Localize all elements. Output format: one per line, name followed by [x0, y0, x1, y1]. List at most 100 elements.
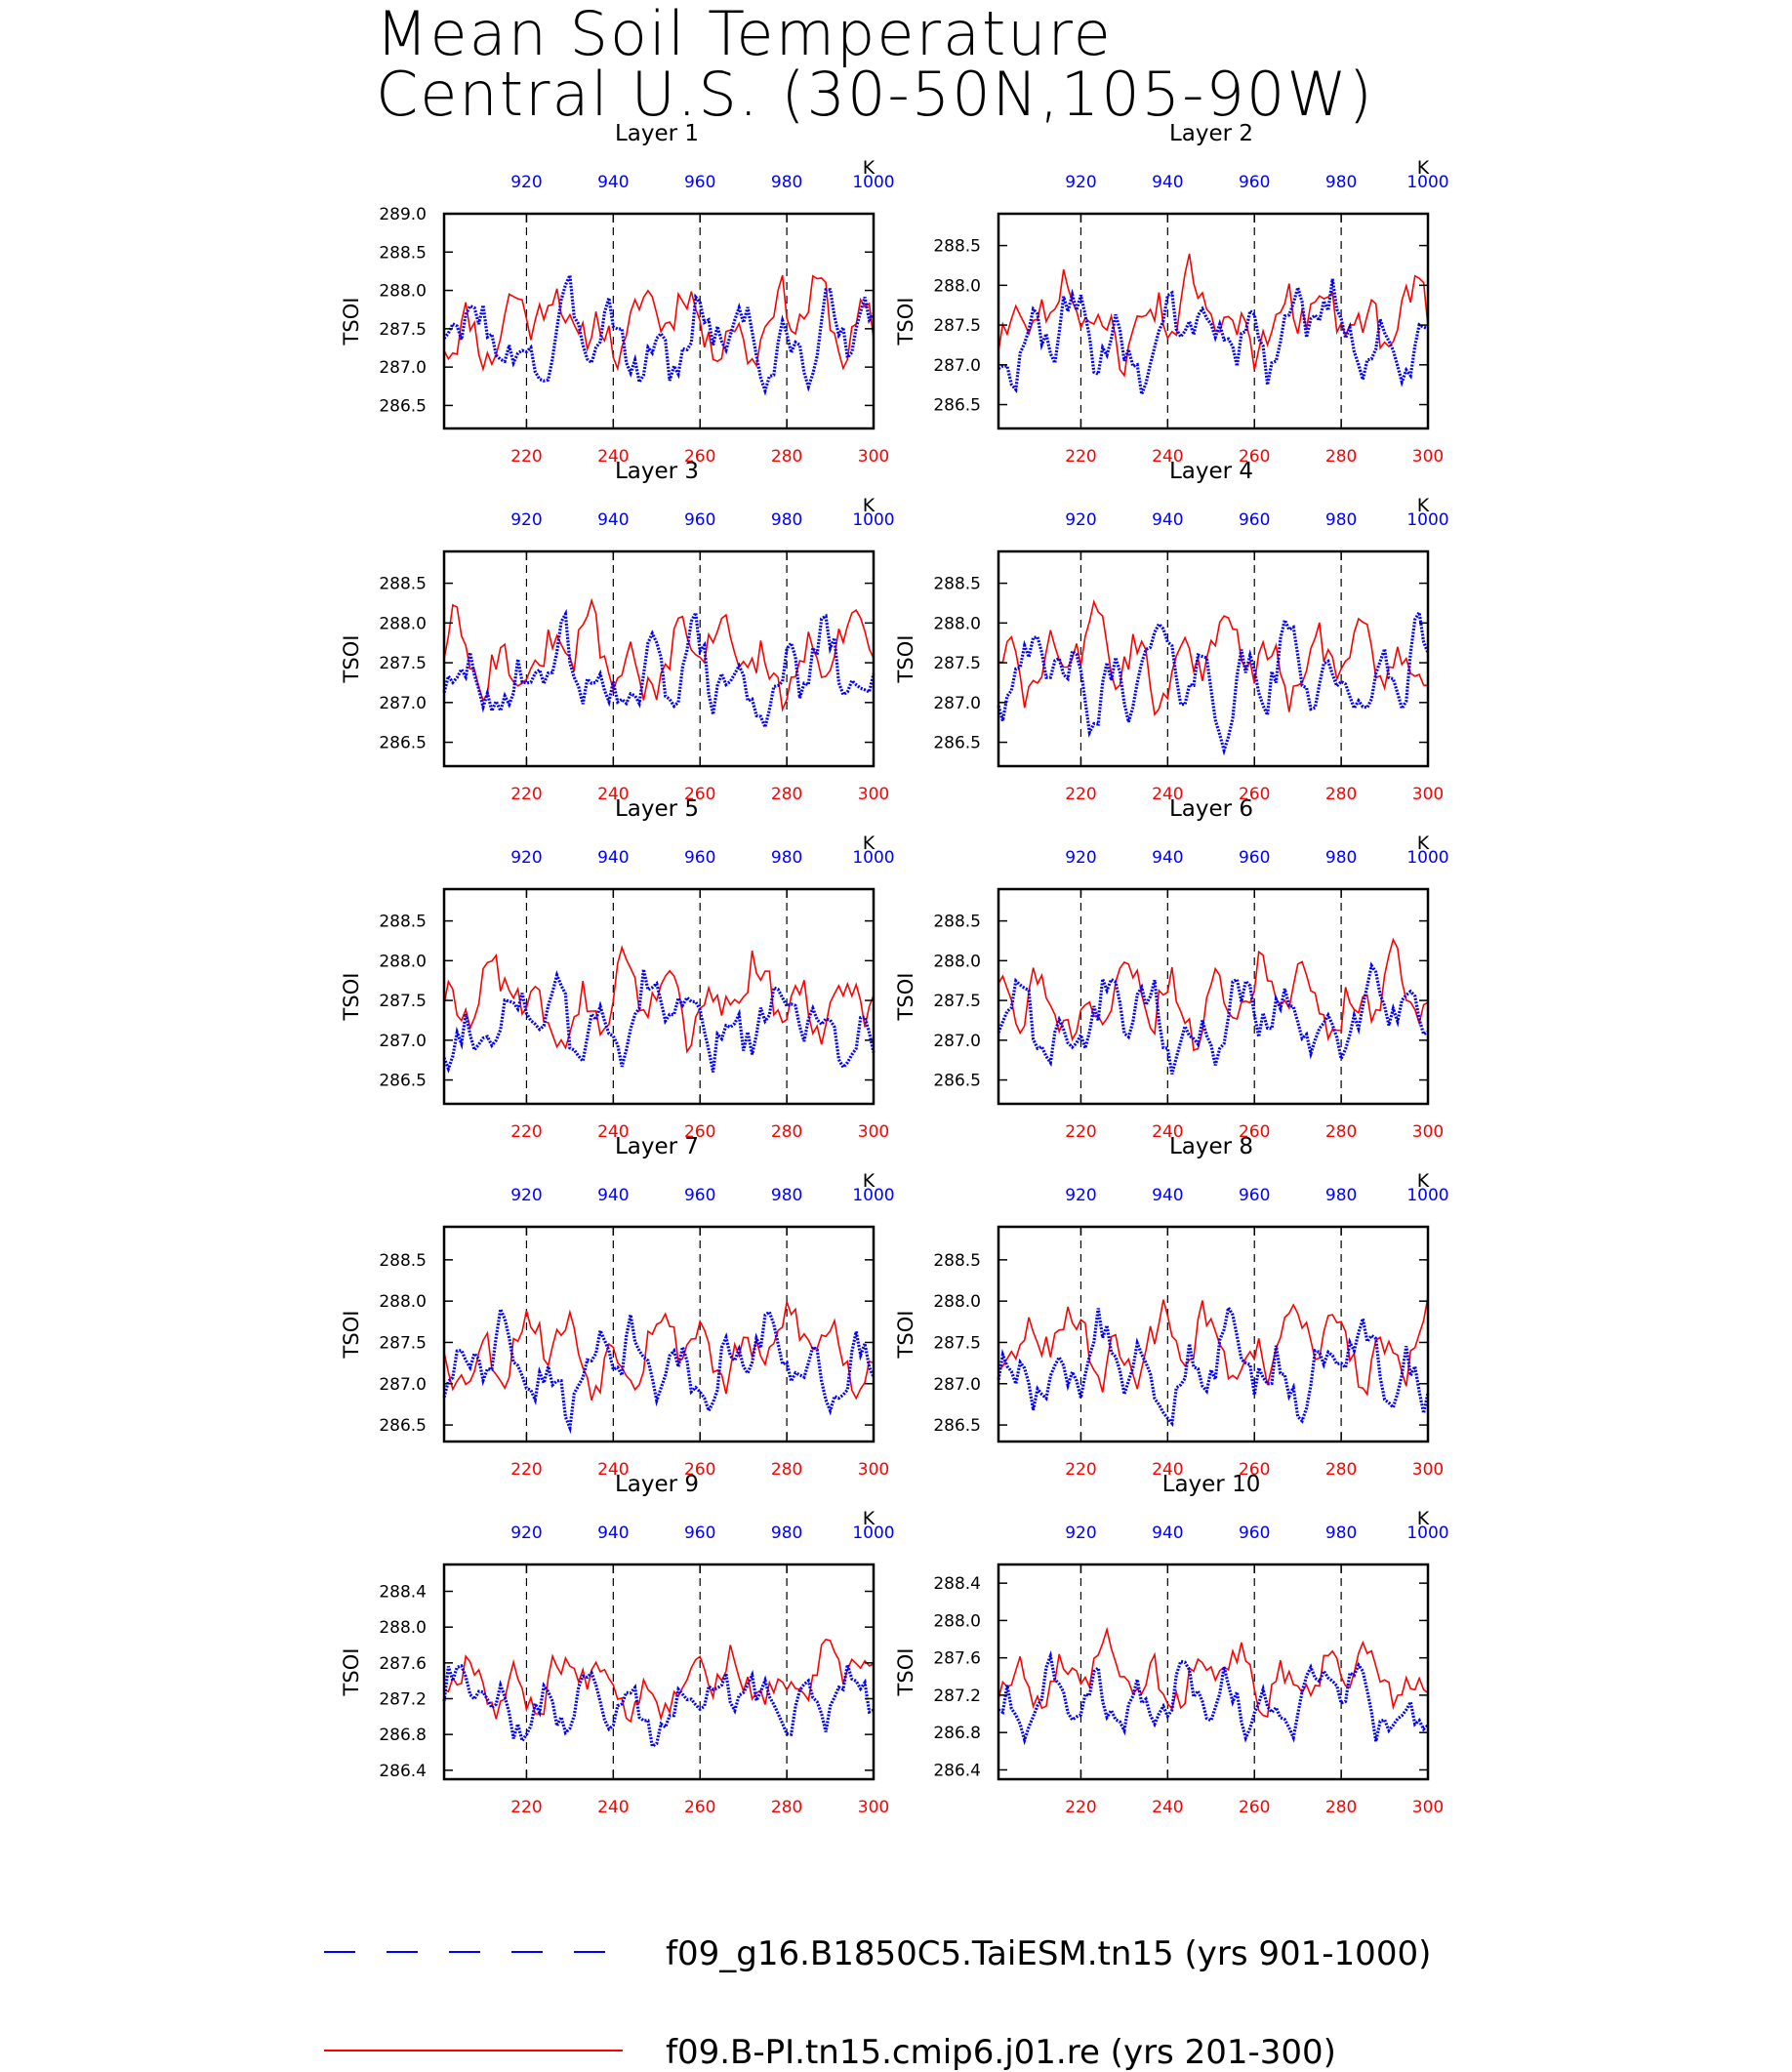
panel-10-ytick-label: 286.8: [933, 1724, 981, 1743]
panel-2-xtick-top-label: 1000: [1406, 173, 1448, 192]
panel-9-ytick-label: 288.4: [379, 1583, 427, 1603]
panel-1-xtick-top-label: 1000: [852, 173, 894, 192]
panel-7-xtick-top-label: 940: [597, 1186, 629, 1205]
panel-5-red-series-line: [443, 945, 875, 1054]
panel-5-ytick-label: 286.5: [379, 1072, 427, 1091]
panel-1-xtick-bottom-label: 240: [597, 447, 629, 467]
panel-5-ytick-label: 287.5: [379, 992, 427, 1011]
panel-9-xtick-top-label: 980: [771, 1524, 802, 1543]
panel-4-ytick-label: 287.5: [933, 654, 981, 673]
panel-5-unit-label: K: [863, 833, 876, 854]
panel-6-ylabel: TSOI: [894, 973, 917, 1022]
panel-1-xtick-bottom-label: 220: [510, 447, 542, 467]
chart-title-line-1: Mean Soil Temperature: [376, 0, 1113, 69]
panel-10-blue-series-line: [998, 1649, 1430, 1746]
panel-4-xtick-bottom-label: 240: [1152, 785, 1183, 804]
panel-3-ytick-label: 288.0: [379, 614, 427, 633]
panel-2-ytick-label: 287.5: [933, 316, 981, 336]
panel-1-ytick-label: 288.0: [379, 282, 427, 302]
legend-red-line-sample: [324, 2050, 623, 2052]
panel-9-red-series-line: [443, 1638, 875, 1724]
panel-4-xtick-top-label: 940: [1152, 510, 1183, 530]
panel-6-frame: [997, 887, 1430, 1106]
panel-10-xtick-top-label: 960: [1239, 1524, 1270, 1543]
panel-1-frame: [442, 212, 876, 430]
chart-title-line-2: Central U.S. (30-50N,105-90W): [376, 59, 1374, 130]
panel-5-xtick-bottom-label: 220: [510, 1122, 542, 1142]
panel-10-xtick-top-label: 940: [1152, 1524, 1183, 1543]
panel-7-xtick-top-label: 920: [510, 1186, 542, 1205]
panel-9-title: Layer 9: [615, 1472, 699, 1497]
panel-8-xtick-bottom-label: 300: [1412, 1460, 1444, 1480]
panel-3-frame: [442, 549, 876, 768]
panel-6-ytick-label: 288.0: [933, 952, 981, 971]
panel-2-xtick-bottom-label: 260: [1239, 447, 1270, 467]
panel-10-ytick-label: 288.0: [933, 1611, 981, 1631]
panel-1-ytick-label: 287.5: [379, 320, 427, 340]
panel-5-ytick-label: 287.0: [379, 1032, 427, 1051]
panel-4-blue-series-line: [997, 607, 1430, 756]
panel-4-ytick-label: 287.0: [933, 694, 981, 713]
panel-9-xtick-top-label: 1000: [852, 1524, 894, 1543]
panel-2-ytick-label: 288.5: [933, 237, 981, 257]
panel-6-xtick-bottom-label: 300: [1412, 1122, 1444, 1142]
panel-2-blue-series-line: [998, 278, 1429, 401]
panel-2-ytick-label: 288.0: [933, 276, 981, 296]
panel-8-unit-label: K: [1417, 1170, 1430, 1192]
panel-6-red-series-line: [998, 937, 1429, 1052]
panel-8-ytick-label: 288.0: [933, 1292, 981, 1312]
panel-6-xtick-bottom-label: 240: [1152, 1122, 1183, 1142]
panel-9-ytick-label: 287.2: [379, 1690, 427, 1710]
panel-7-xtick-bottom-label: 280: [771, 1460, 802, 1480]
panel-8-ylabel: TSOI: [894, 1311, 917, 1360]
panel-6-ytick-label: 288.5: [933, 913, 981, 932]
panel-9-xtick-top-label: 940: [597, 1524, 629, 1543]
panel-3-ytick-label: 286.5: [379, 734, 427, 753]
panel-4-xtick-top-label: 960: [1239, 510, 1270, 530]
panel-7-title: Layer 7: [615, 1134, 699, 1159]
panel-10-ytick-label: 288.4: [933, 1574, 981, 1594]
panel-8-ytick-label: 287.0: [933, 1375, 981, 1395]
panel-7-red-series-line: [443, 1301, 875, 1401]
panel-4-frame: [997, 549, 1430, 768]
panel-3-xtick-bottom-label: 300: [858, 785, 889, 804]
panel-8-frame: [997, 1225, 1430, 1443]
panel-5-frame: [442, 887, 876, 1106]
panel-9-ylabel: TSOI: [340, 1648, 363, 1697]
panel-10-xtick-bottom-label: 280: [1325, 1798, 1357, 1817]
panel-8-ytick-label: 288.5: [933, 1251, 981, 1271]
panel-6-xtick-top-label: 1000: [1406, 848, 1448, 868]
panel-1-unit-label: K: [863, 157, 876, 179]
panel-3-xtick-bottom-label: 240: [597, 785, 629, 804]
panel-4-xtick-bottom-label: 280: [1325, 785, 1357, 804]
panel-7-xtick-top-label: 960: [684, 1186, 715, 1205]
panel-1-xtick-top-label: 940: [597, 173, 629, 192]
panel-9-ytick-label: 287.6: [379, 1654, 427, 1674]
panel-9-xtick-top-label: 920: [510, 1524, 542, 1543]
panel-10-unit-label: K: [1417, 1508, 1430, 1529]
panel-7-ytick-label: 288.0: [379, 1292, 427, 1312]
panel-10-red-series-line: [998, 1626, 1429, 1718]
panel-5-xtick-top-label: 980: [771, 848, 802, 868]
panel-8-xtick-top-label: 940: [1152, 1186, 1183, 1205]
panel-9-xtick-bottom-label: 280: [771, 1798, 802, 1817]
panel-3-xtick-top-label: 1000: [852, 510, 894, 530]
panel-1-xtick-bottom-label: 260: [684, 447, 715, 467]
panel-5-xtick-top-label: 960: [684, 848, 715, 868]
panel-2-xtick-bottom-label: 300: [1412, 447, 1444, 467]
panel-10-xtick-top-label: 1000: [1406, 1524, 1448, 1543]
panel-7-frame: [442, 1225, 876, 1443]
panel-8-ytick-label: 286.5: [933, 1416, 981, 1436]
panel-4-ylabel: TSOI: [894, 635, 917, 684]
panel-3-xtick-top-label: 940: [597, 510, 629, 530]
panel-3-xtick-bottom-label: 280: [771, 785, 802, 804]
panel-9-xtick-bottom-label: 220: [510, 1798, 542, 1817]
panel-2-frame: [997, 212, 1430, 430]
panel-6-xtick-bottom-label: 280: [1325, 1122, 1357, 1142]
panel-10-xtick-bottom-label: 220: [1065, 1798, 1096, 1817]
panel-1-ylabel: TSOI: [340, 298, 363, 346]
panel-4-ytick-label: 288.5: [933, 575, 981, 594]
panel-7-xtick-bottom-label: 260: [684, 1460, 715, 1480]
panel-5-ytick-label: 288.0: [379, 952, 427, 971]
panel-9-ytick-label: 288.0: [379, 1618, 427, 1638]
